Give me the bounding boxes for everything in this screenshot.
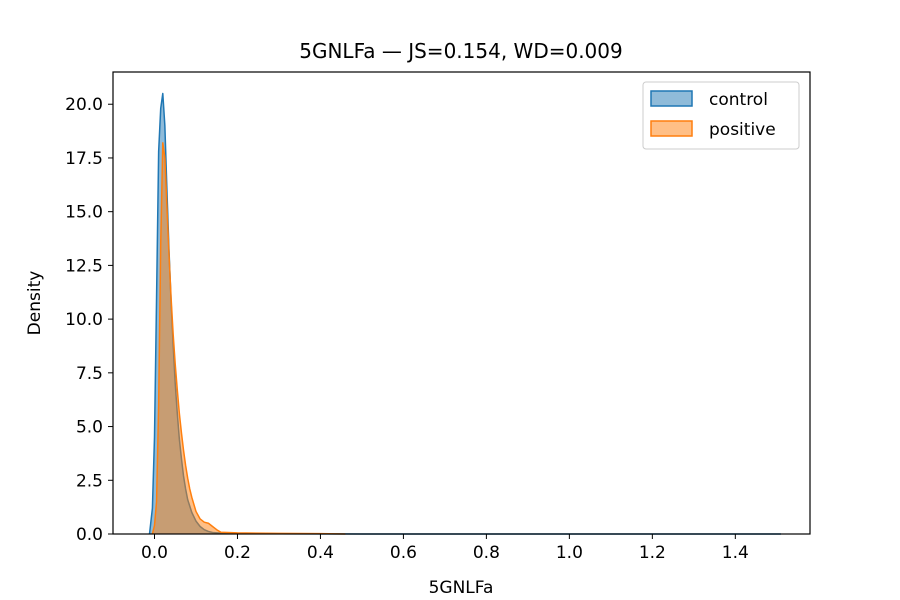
y-tick-label: 17.5 [65, 149, 103, 169]
series-layer [148, 92, 781, 535]
y-axis-ticks: 0.0 2.5 5.0 7.5 10.0 12.5 15.0 17.5 20.0 [65, 95, 113, 545]
chart-title: 5GNLFa — JS=0.154, WD=0.009 [299, 39, 622, 63]
legend-swatch-control [650, 90, 693, 107]
y-tick-label: 10.0 [65, 310, 103, 330]
legend-label-control: control [709, 90, 768, 110]
y-tick-label: 15.0 [65, 203, 103, 223]
x-tick-label: 0.0 [141, 543, 168, 563]
legend: control positive [642, 81, 800, 150]
x-tick-label: 0.8 [473, 543, 500, 563]
x-tick-label: 1.0 [556, 543, 583, 563]
series-area-positive [152, 142, 346, 534]
x-tick-label: 1.4 [722, 543, 749, 563]
x-tick-label: 0.6 [390, 543, 417, 563]
x-axis-ticks: 0.0 0.2 0.4 0.6 0.8 1.0 1.2 1.4 [141, 534, 749, 563]
legend-swatch-positive [650, 120, 693, 137]
x-axis-label: 5GNLFa [429, 578, 494, 598]
y-tick-label: 7.5 [76, 364, 103, 384]
y-tick-label: 2.5 [76, 471, 103, 491]
x-tick-label: 0.4 [307, 543, 334, 563]
y-axis-label: Density [25, 271, 45, 336]
series-line-positive [151, 142, 346, 535]
x-tick-label: 0.2 [224, 543, 251, 563]
legend-label-positive: positive [709, 120, 776, 140]
y-tick-label: 0.0 [76, 525, 103, 545]
x-tick-label: 1.2 [639, 543, 666, 563]
y-tick-label: 5.0 [76, 418, 103, 438]
plot-frame [112, 71, 811, 535]
y-tick-label: 12.5 [65, 256, 103, 276]
y-tick-label: 20.0 [65, 95, 103, 115]
